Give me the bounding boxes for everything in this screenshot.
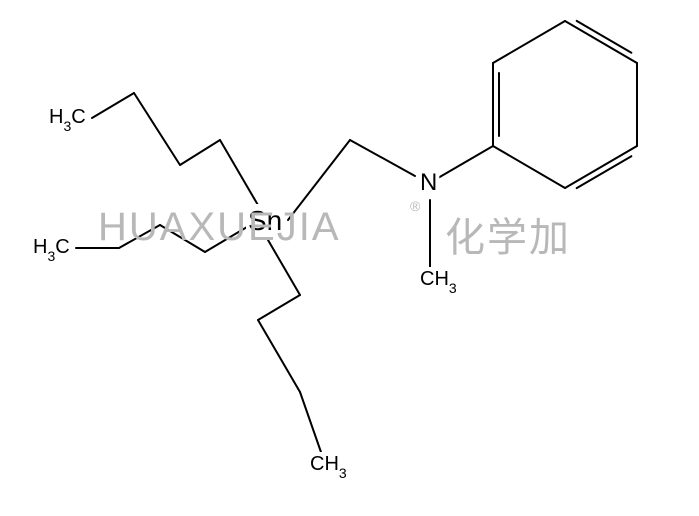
bond [565,146,637,188]
atom-label-N: N [420,169,437,196]
bond [493,21,565,63]
bond [258,320,300,392]
bond [92,93,134,118]
molecule-diagram: SnH3CH3CCH3NCH3 [0,0,699,516]
label-layer: SnH3CH3CCH3NCH3 [31,105,459,482]
bond [438,146,493,178]
bond-layer [76,21,637,455]
bond [258,295,300,320]
bond [577,156,632,188]
bond [300,392,322,455]
bond [205,227,247,252]
bond [180,140,220,165]
bond [493,146,565,188]
bond [565,21,637,63]
bond [577,21,632,53]
bond [268,240,300,295]
bond [119,225,160,248]
bond [160,225,205,252]
bond [350,140,415,176]
bond [288,140,350,220]
bond [134,93,180,165]
bond [220,140,262,212]
atom-label-Sn: Sn [248,205,282,236]
